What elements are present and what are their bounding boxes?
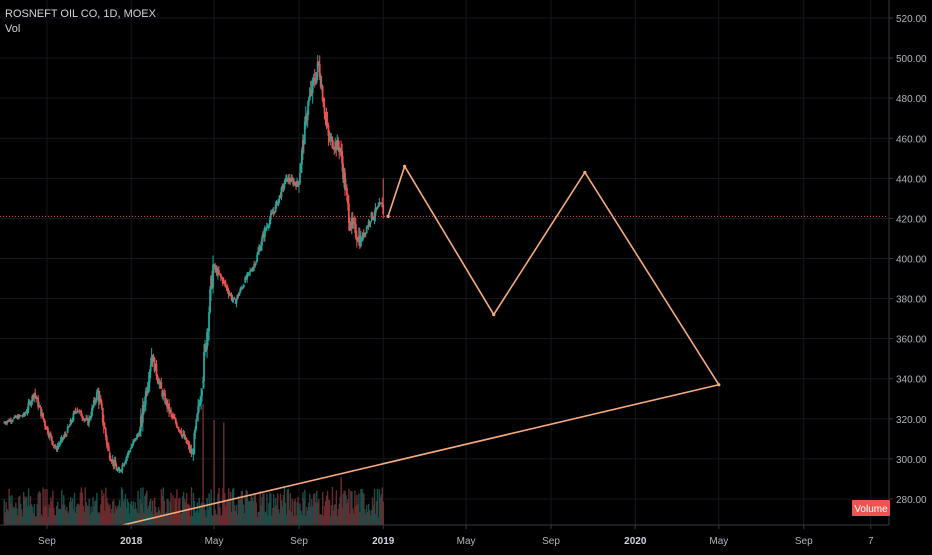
y-axis[interactable]: 280.00 300.00 320.00 340.00 360.00 380.00 400.… <box>889 0 932 550</box>
candle-body <box>160 382 162 389</box>
candle-body <box>156 364 158 376</box>
candle-body <box>12 420 14 421</box>
y-tick-label: 460.00 <box>896 134 927 145</box>
volume-tag-layer: Volume <box>852 500 890 516</box>
y-tick-label: 340.00 <box>896 375 927 386</box>
candle-body <box>50 434 52 436</box>
x-tick-label: 2019 <box>372 536 395 547</box>
candle-body <box>170 410 172 413</box>
x-tick-label: Sep <box>542 536 560 547</box>
y-tick-label: 400.00 <box>896 254 927 265</box>
candle-body <box>129 450 131 451</box>
candle-layer[interactable] <box>3 55 384 473</box>
candle-body <box>283 184 285 188</box>
y-axis-background <box>889 0 932 550</box>
volume-spike-bar <box>255 503 257 526</box>
candle-body <box>96 392 98 400</box>
support-trendline <box>123 385 719 525</box>
candle-body <box>256 255 258 262</box>
y-tick-label: 500.00 <box>896 54 927 65</box>
candle-body <box>261 238 263 246</box>
projection-point <box>386 215 389 218</box>
candle-body <box>51 436 53 441</box>
y-tick-label: 280.00 <box>896 495 927 506</box>
candle-body <box>195 420 197 429</box>
candle-body <box>382 204 384 214</box>
candle-body <box>201 390 203 395</box>
volume-tag-label: Volume <box>854 504 888 515</box>
candle-body <box>299 173 301 183</box>
candle-body <box>243 286 245 287</box>
candle-body <box>101 403 103 408</box>
x-tick-label: Sep <box>290 536 308 547</box>
volume-layer <box>4 404 384 525</box>
legend: ROSNEFT OIL CO, 1D, MOEX Vol <box>5 7 156 37</box>
volume-bar <box>383 502 384 525</box>
y-tick-label: 520.00 <box>896 14 927 25</box>
candle-body <box>39 406 41 407</box>
volume-indicator-label: Vol <box>5 22 156 37</box>
candle-body <box>66 435 68 436</box>
projection-zigzag <box>388 166 719 384</box>
candle-body <box>42 413 44 419</box>
candle-body <box>69 425 71 426</box>
candle-body <box>68 427 70 428</box>
x-tick-label: May <box>457 536 476 547</box>
y-tick-label: 480.00 <box>896 94 927 105</box>
grid-layer <box>0 0 888 525</box>
x-tick-label: 2018 <box>120 536 143 547</box>
candle-body <box>208 312 210 331</box>
x-tick-label: Sep <box>38 536 56 547</box>
candle-body <box>218 270 220 273</box>
y-tick-label: 420.00 <box>896 214 927 225</box>
volume-spike-bar <box>223 423 225 526</box>
y-tick-label: 300.00 <box>896 455 927 466</box>
candle-body <box>212 265 214 288</box>
candle-body <box>67 427 69 433</box>
candle-body <box>370 222 372 224</box>
x-tick-label: 2020 <box>624 536 647 547</box>
projection-point <box>492 313 495 316</box>
x-tick-label: May <box>709 536 728 547</box>
projection-point <box>403 165 406 168</box>
candle-body <box>377 206 379 207</box>
y-tick-label: 360.00 <box>896 335 927 346</box>
candle-body <box>234 298 236 300</box>
candle-body <box>76 409 78 412</box>
candle-body <box>203 352 205 381</box>
x-axis[interactable]: Sep 2018 May Sep 2019 May Sep 2020 May Sep 7 <box>0 525 932 550</box>
volume-spike-bar <box>213 420 215 525</box>
y-tick-label: 380.00 <box>896 295 927 306</box>
y-tick-label: 440.00 <box>896 174 927 185</box>
projection-point <box>583 171 586 174</box>
x-tick-label: Sep <box>795 536 813 547</box>
x-tick-label: May <box>205 536 224 547</box>
x-tick-label: 7 <box>868 536 874 547</box>
candle-body <box>108 446 110 450</box>
y-tick-label: 320.00 <box>896 415 927 426</box>
candle-body <box>285 175 287 178</box>
volume-spike-bar <box>340 478 342 526</box>
chart-title: ROSNEFT OIL CO, 1D, MOEX <box>5 7 156 22</box>
candle-body <box>52 441 54 445</box>
